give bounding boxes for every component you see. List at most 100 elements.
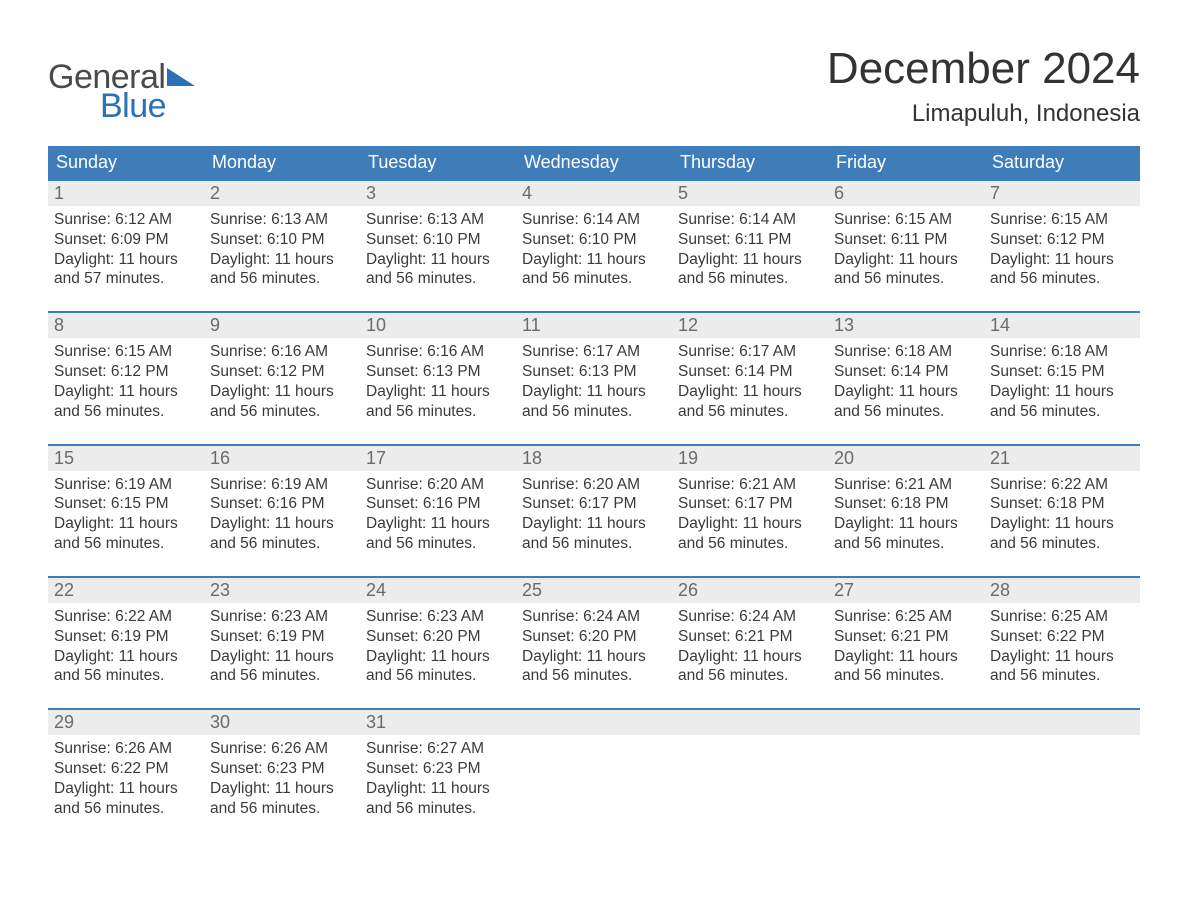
daylight-line: Daylight: 11 hours and 56 minutes.: [522, 382, 666, 422]
daylight-line: Daylight: 11 hours and 56 minutes.: [678, 250, 822, 290]
day-cell: 23Sunrise: 6:23 AMSunset: 6:19 PMDayligh…: [204, 578, 360, 692]
sunrise-line: Sunrise: 6:23 AM: [210, 607, 354, 627]
page-title: December 2024: [827, 44, 1140, 94]
day-number: 26: [672, 578, 828, 603]
day-cell: 1Sunrise: 6:12 AMSunset: 6:09 PMDaylight…: [48, 181, 204, 295]
day-cell: [516, 710, 672, 824]
day-body: Sunrise: 6:23 AMSunset: 6:19 PMDaylight:…: [204, 603, 360, 692]
day-body: Sunrise: 6:19 AMSunset: 6:15 PMDaylight:…: [48, 471, 204, 560]
day-number: 2: [204, 181, 360, 206]
daylight-line: Daylight: 11 hours and 56 minutes.: [210, 514, 354, 554]
daylight-line: Daylight: 11 hours and 56 minutes.: [834, 514, 978, 554]
daylight-line: Daylight: 11 hours and 56 minutes.: [834, 250, 978, 290]
daylight-line: Daylight: 11 hours and 57 minutes.: [54, 250, 198, 290]
day-number: 12: [672, 313, 828, 338]
day-number: 8: [48, 313, 204, 338]
daylight-line: Daylight: 11 hours and 56 minutes.: [54, 647, 198, 687]
day-cell: 7Sunrise: 6:15 AMSunset: 6:12 PMDaylight…: [984, 181, 1140, 295]
week-row: 8Sunrise: 6:15 AMSunset: 6:12 PMDaylight…: [48, 311, 1140, 427]
day-body: Sunrise: 6:17 AMSunset: 6:14 PMDaylight:…: [672, 338, 828, 427]
sunset-line: Sunset: 6:13 PM: [366, 362, 510, 382]
day-body: Sunrise: 6:19 AMSunset: 6:16 PMDaylight:…: [204, 471, 360, 560]
day-cell: 12Sunrise: 6:17 AMSunset: 6:14 PMDayligh…: [672, 313, 828, 427]
daylight-line: Daylight: 11 hours and 56 minutes.: [366, 779, 510, 819]
sunset-line: Sunset: 6:11 PM: [834, 230, 978, 250]
day-number: 29: [48, 710, 204, 735]
sunset-line: Sunset: 6:10 PM: [210, 230, 354, 250]
calendar-grid: SundayMondayTuesdayWednesdayThursdayFrid…: [48, 146, 1140, 825]
sunrise-line: Sunrise: 6:26 AM: [54, 739, 198, 759]
week-row: 1Sunrise: 6:12 AMSunset: 6:09 PMDaylight…: [48, 179, 1140, 295]
day-body: Sunrise: 6:22 AMSunset: 6:19 PMDaylight:…: [48, 603, 204, 692]
day-body: Sunrise: 6:15 AMSunset: 6:12 PMDaylight:…: [984, 206, 1140, 295]
daylight-line: Daylight: 11 hours and 56 minutes.: [366, 514, 510, 554]
sunrise-line: Sunrise: 6:17 AM: [522, 342, 666, 362]
sunrise-line: Sunrise: 6:22 AM: [54, 607, 198, 627]
sunrise-line: Sunrise: 6:25 AM: [834, 607, 978, 627]
daylight-line: Daylight: 11 hours and 56 minutes.: [522, 514, 666, 554]
sunrise-line: Sunrise: 6:22 AM: [990, 475, 1134, 495]
sunrise-line: Sunrise: 6:12 AM: [54, 210, 198, 230]
day-number: 20: [828, 446, 984, 471]
daylight-line: Daylight: 11 hours and 56 minutes.: [990, 382, 1134, 422]
daylight-line: Daylight: 11 hours and 56 minutes.: [54, 514, 198, 554]
day-cell: 30Sunrise: 6:26 AMSunset: 6:23 PMDayligh…: [204, 710, 360, 824]
day-number: 6: [828, 181, 984, 206]
day-cell: 28Sunrise: 6:25 AMSunset: 6:22 PMDayligh…: [984, 578, 1140, 692]
sunrise-line: Sunrise: 6:18 AM: [990, 342, 1134, 362]
day-cell: [828, 710, 984, 824]
day-number: 28: [984, 578, 1140, 603]
daylight-line: Daylight: 11 hours and 56 minutes.: [990, 250, 1134, 290]
location-label: Limapuluh, Indonesia: [827, 100, 1140, 128]
brand-logo: General Blue: [48, 58, 197, 126]
day-body: Sunrise: 6:15 AMSunset: 6:11 PMDaylight:…: [828, 206, 984, 295]
day-cell: 18Sunrise: 6:20 AMSunset: 6:17 PMDayligh…: [516, 446, 672, 560]
day-body: Sunrise: 6:21 AMSunset: 6:18 PMDaylight:…: [828, 471, 984, 560]
daylight-line: Daylight: 11 hours and 56 minutes.: [522, 250, 666, 290]
day-number: 17: [360, 446, 516, 471]
day-number: 13: [828, 313, 984, 338]
day-body: Sunrise: 6:12 AMSunset: 6:09 PMDaylight:…: [48, 206, 204, 295]
day-body: Sunrise: 6:26 AMSunset: 6:22 PMDaylight:…: [48, 735, 204, 824]
sunrise-line: Sunrise: 6:16 AM: [366, 342, 510, 362]
sunset-line: Sunset: 6:21 PM: [834, 627, 978, 647]
daylight-line: Daylight: 11 hours and 56 minutes.: [366, 647, 510, 687]
day-body: [984, 735, 1140, 745]
sunset-line: Sunset: 6:22 PM: [54, 759, 198, 779]
sunset-line: Sunset: 6:23 PM: [366, 759, 510, 779]
sunrise-line: Sunrise: 6:27 AM: [366, 739, 510, 759]
day-number: 22: [48, 578, 204, 603]
sunset-line: Sunset: 6:12 PM: [54, 362, 198, 382]
day-number: 5: [672, 181, 828, 206]
weekday-tuesday: Tuesday: [360, 146, 516, 179]
day-cell: 13Sunrise: 6:18 AMSunset: 6:14 PMDayligh…: [828, 313, 984, 427]
sunrise-line: Sunrise: 6:20 AM: [522, 475, 666, 495]
sunset-line: Sunset: 6:12 PM: [210, 362, 354, 382]
day-body: [516, 735, 672, 745]
daylight-line: Daylight: 11 hours and 56 minutes.: [210, 382, 354, 422]
day-cell: 16Sunrise: 6:19 AMSunset: 6:16 PMDayligh…: [204, 446, 360, 560]
sunset-line: Sunset: 6:18 PM: [834, 494, 978, 514]
day-body: Sunrise: 6:24 AMSunset: 6:21 PMDaylight:…: [672, 603, 828, 692]
day-body: Sunrise: 6:26 AMSunset: 6:23 PMDaylight:…: [204, 735, 360, 824]
daylight-line: Daylight: 11 hours and 56 minutes.: [210, 779, 354, 819]
day-number: 30: [204, 710, 360, 735]
daylight-line: Daylight: 11 hours and 56 minutes.: [210, 647, 354, 687]
day-body: Sunrise: 6:18 AMSunset: 6:15 PMDaylight:…: [984, 338, 1140, 427]
sunrise-line: Sunrise: 6:18 AM: [834, 342, 978, 362]
day-body: Sunrise: 6:22 AMSunset: 6:18 PMDaylight:…: [984, 471, 1140, 560]
day-body: [828, 735, 984, 745]
daylight-line: Daylight: 11 hours and 56 minutes.: [990, 514, 1134, 554]
sunset-line: Sunset: 6:14 PM: [834, 362, 978, 382]
day-cell: 27Sunrise: 6:25 AMSunset: 6:21 PMDayligh…: [828, 578, 984, 692]
sunset-line: Sunset: 6:10 PM: [522, 230, 666, 250]
week-row: 29Sunrise: 6:26 AMSunset: 6:22 PMDayligh…: [48, 708, 1140, 824]
daylight-line: Daylight: 11 hours and 56 minutes.: [210, 250, 354, 290]
sunrise-line: Sunrise: 6:16 AM: [210, 342, 354, 362]
day-number: 4: [516, 181, 672, 206]
sunrise-line: Sunrise: 6:13 AM: [366, 210, 510, 230]
sunrise-line: Sunrise: 6:24 AM: [678, 607, 822, 627]
sunset-line: Sunset: 6:19 PM: [54, 627, 198, 647]
sunset-line: Sunset: 6:12 PM: [990, 230, 1134, 250]
day-cell: 10Sunrise: 6:16 AMSunset: 6:13 PMDayligh…: [360, 313, 516, 427]
